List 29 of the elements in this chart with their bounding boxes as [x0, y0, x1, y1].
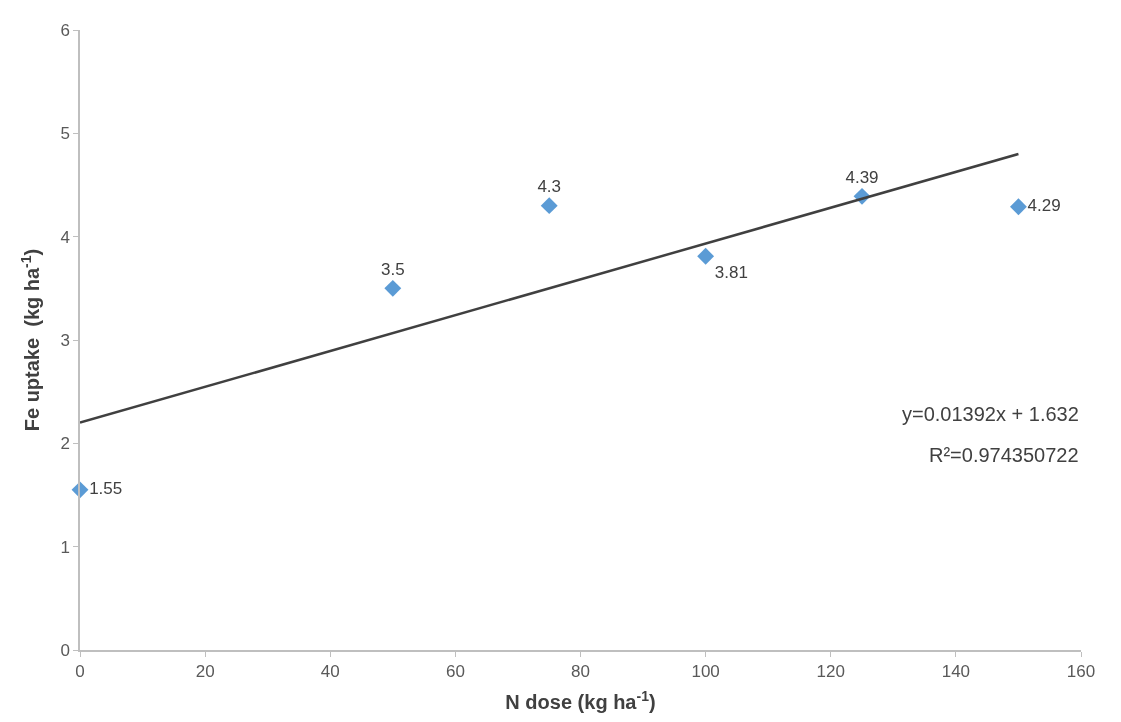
y-tick-label: 3: [60, 330, 70, 350]
y-tick-label: 1: [60, 537, 70, 557]
x-tick-label: 140: [941, 662, 971, 682]
point: [697, 247, 715, 265]
x-tick-label: 20: [195, 662, 215, 682]
y-tick-label: 5: [60, 124, 70, 144]
annotation: y=0.01392x + 1.632: [902, 403, 1079, 425]
x-tick-label: 120: [816, 662, 845, 682]
x-tick-label: 40: [320, 662, 340, 682]
x-tick-label: 60: [445, 662, 465, 682]
data-label: 3.81: [714, 263, 748, 283]
x-axis-title: N dose (kg ha$^{-1}$): [505, 687, 656, 714]
annotation: R²=0.974350722: [929, 444, 1079, 466]
x-tick-label: 100: [691, 662, 720, 682]
point: [1009, 198, 1027, 216]
x-tick-label: 80: [571, 662, 590, 682]
y-tick-label: 6: [60, 20, 70, 40]
y-tick-label: 4: [60, 227, 70, 247]
data-label: 1.55: [89, 479, 123, 499]
point: [540, 197, 558, 215]
y-tick-label: 0: [60, 640, 70, 660]
data-label: 4.29: [1027, 195, 1061, 215]
x-tick-label: 0: [75, 662, 85, 682]
y-tick-label: 2: [60, 434, 70, 454]
point: [384, 279, 402, 297]
data-label: 4.3: [537, 177, 562, 197]
x-tick-label: 160: [1066, 662, 1096, 682]
data-label: 3.5: [380, 259, 405, 279]
data-label: 4.39: [845, 167, 879, 187]
